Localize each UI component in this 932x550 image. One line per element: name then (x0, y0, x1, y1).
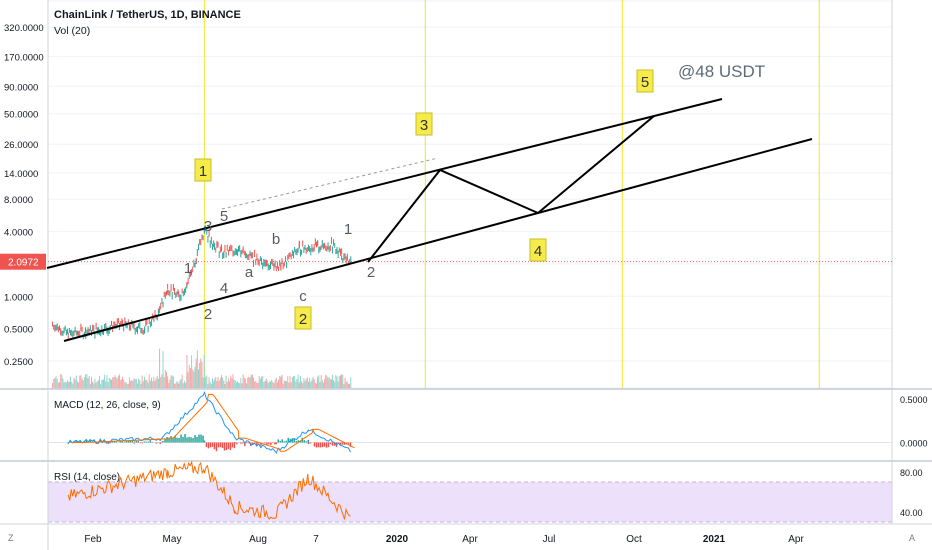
rsi-label: RSI (14, close) (54, 472, 120, 483)
time-axis-label: Apr (462, 534, 478, 545)
wave-box (294, 306, 312, 330)
wave-label: a (245, 264, 254, 281)
wave-box-label: 5 (641, 74, 649, 91)
price-tick-label: 90.0000 (4, 82, 38, 93)
time-axis-label: Jul (543, 534, 556, 545)
corner-left-label: Z (8, 533, 14, 543)
wave-label: 3 (204, 218, 212, 235)
price-tick-label: 320.0000 (4, 23, 44, 34)
wave-box-label: 4 (534, 243, 542, 260)
volume-label: Vol (20) (54, 25, 90, 37)
price-tick-label: 8.0000 (4, 195, 33, 206)
volume-bars (52, 348, 352, 388)
rsi-tick-label: 80.00 (900, 468, 923, 478)
wave-box (636, 69, 654, 93)
signal-line (72, 393, 355, 452)
channel-upper-line (46, 98, 723, 269)
corner-right-label: A (909, 533, 915, 543)
wave-label: b (272, 231, 280, 248)
wave-label: 4 (220, 280, 228, 297)
wave-label: 2 (204, 306, 212, 323)
channel-lower-line (63, 138, 813, 342)
macd-tick-label: 0.5000 (900, 395, 928, 405)
price-tick-label: 170.0000 (4, 53, 44, 64)
current-price-label: 2.0972 (8, 258, 39, 269)
rsi-line (67, 460, 351, 520)
time-axis-label: Oct (626, 534, 642, 545)
time-axis-label: Apr (788, 534, 804, 545)
wave-box (194, 158, 212, 182)
time-axis-label: 2020 (386, 534, 409, 545)
macd-tick-label: 0.0000 (900, 439, 928, 449)
wave-box-label: 1 (199, 163, 207, 180)
price-tick-label: 0.5000 (4, 325, 33, 336)
symbol-title: ChainLink / TetherUS, 1D, BINANCE (54, 9, 241, 21)
projection-dashed-line (221, 157, 439, 210)
target-annotation: @48 USDT (678, 62, 765, 81)
price-tick-label: 0.2500 (4, 357, 33, 368)
time-axis-label: May (163, 534, 182, 545)
rsi-band (48, 482, 892, 522)
wave-label: 2 (367, 264, 375, 281)
time-axis-label: 2021 (703, 534, 726, 545)
macd-label: MACD (12, 26, close, 9) (54, 400, 161, 411)
price-tick-label: 50.0000 (4, 110, 38, 121)
wave-label: 1 (184, 260, 192, 277)
wave-label: c (299, 288, 307, 305)
wave-box (415, 112, 433, 136)
price-tick-label: 4.0000 (4, 228, 33, 239)
price-tick-label: 26.0000 (4, 140, 38, 151)
macd-line (67, 391, 351, 454)
wave-label: 1 (344, 221, 352, 238)
current-price-tag (0, 253, 46, 270)
time-axis-label: Feb (84, 534, 102, 545)
wave-box-label: 3 (420, 117, 428, 134)
rsi-tick-label: 40.00 (900, 508, 923, 518)
wave-box (529, 238, 547, 262)
price-tick-label: 14.0000 (4, 169, 38, 180)
wave-box-label: 2 (299, 311, 307, 328)
time-axis-label: Aug (249, 534, 267, 545)
projected-wave-path (367, 115, 655, 263)
time-axis-label: 7 (313, 534, 319, 545)
wave-label: 5 (220, 208, 228, 225)
price-tick-label: 1.0000 (4, 292, 33, 303)
